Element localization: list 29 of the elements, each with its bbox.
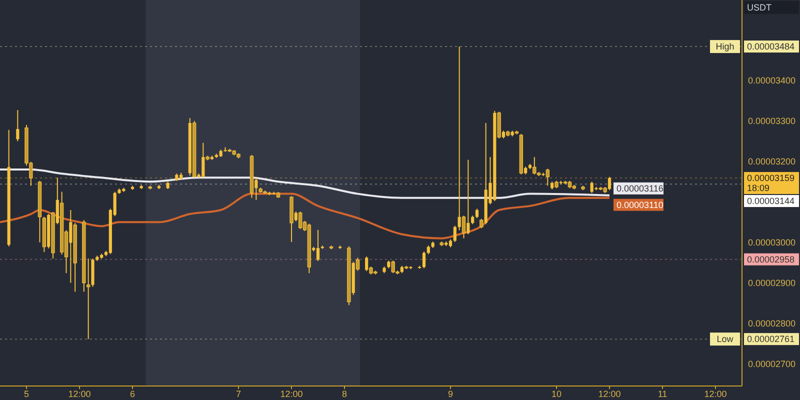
x-tick-label: 5 (24, 389, 30, 399)
ref-line-label: 0.00002761 (747, 334, 795, 344)
data-label: 0.00003116 (616, 184, 664, 194)
x-tick-label: 12:00 (280, 389, 303, 399)
x-tick-label: 12:00 (68, 389, 91, 399)
y-tick-label: 0.00003300 (748, 116, 796, 126)
data-label: 0.00003110 (616, 200, 664, 210)
y-tick-label: 0.00002800 (748, 318, 796, 328)
x-tick-label: 8 (342, 389, 348, 399)
ref-line-label: 0.00002958 (747, 254, 795, 265)
x-tick-label: 12:00 (704, 389, 727, 399)
ref-line-label: 0.00003144 (747, 196, 795, 206)
y-tick-label: 0.00003400 (748, 76, 796, 86)
x-tick-label: 9 (448, 389, 454, 399)
x-tick-label: 11 (658, 389, 668, 399)
x-tick-label: 12:00 (598, 389, 621, 399)
y-tick-label: 0.00003000 (748, 238, 796, 248)
x-tick-label: 6 (130, 389, 136, 399)
y-tick-label: 0.00003200 (748, 156, 796, 167)
text: 18:09 (747, 183, 770, 194)
y-tick-label: 0.00002700 (748, 358, 796, 369)
ref-line-label: 0.00003484 (747, 42, 795, 52)
ref-line-label: 0.00003159 (747, 173, 795, 184)
y-tick-label: 0.00002900 (748, 278, 796, 288)
annotation: High (716, 42, 734, 52)
annotation: Low (716, 334, 734, 344)
text: USDT (747, 2, 772, 13)
x-tick-label: 10 (551, 389, 562, 399)
x-tick-label: 7 (236, 389, 242, 399)
